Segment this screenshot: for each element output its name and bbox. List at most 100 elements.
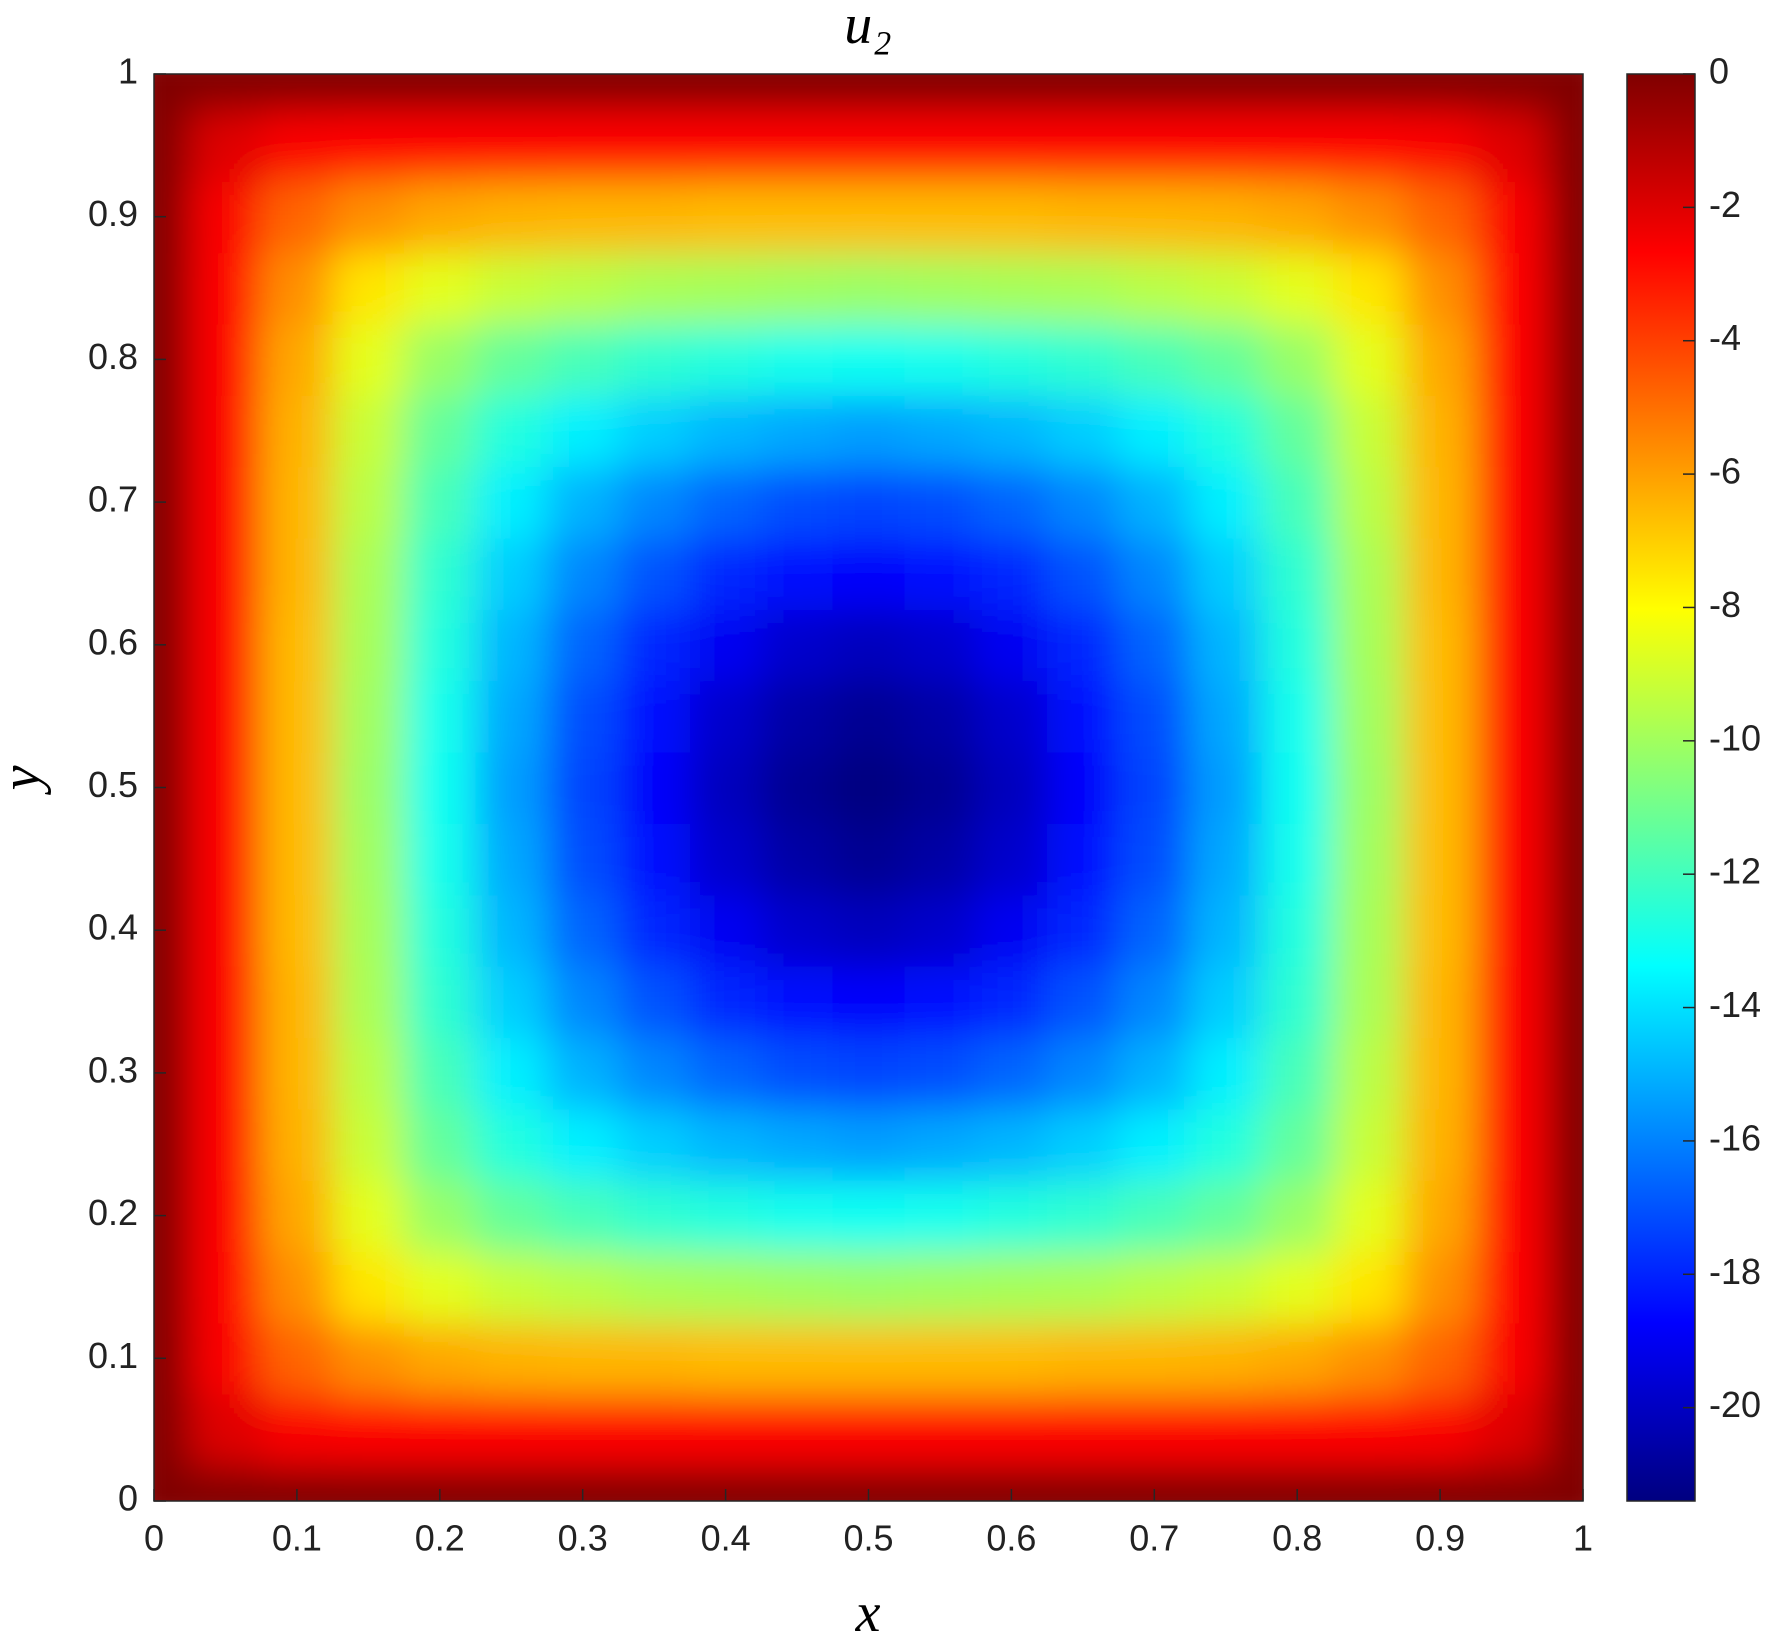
- heat-cell: [761, 751, 834, 824]
- heat-cell: [1547, 323, 1583, 396]
- heat-cell: [404, 1108, 477, 1181]
- heat-cell: [1404, 1037, 1477, 1110]
- heat-cell: [1047, 680, 1120, 753]
- heat-cell: [618, 894, 691, 967]
- heat-cell: [1547, 1322, 1583, 1395]
- heat-cell: [404, 537, 477, 610]
- heat-cell: [761, 323, 834, 396]
- heat-cell: [1047, 1179, 1120, 1253]
- heat-cell: [689, 252, 763, 325]
- heat-cell: [475, 466, 548, 539]
- heat-cell: [404, 74, 477, 111]
- heat-cell: [546, 1037, 620, 1110]
- heat-cell: [1475, 252, 1549, 325]
- heat-cell: [1190, 1037, 1263, 1110]
- heat-cell: [332, 965, 405, 1039]
- heat-cell: [689, 894, 763, 967]
- heat-cell: [904, 1465, 977, 1501]
- heat-cell: [332, 395, 405, 468]
- heat-cell: [1047, 466, 1120, 539]
- heat-cell: [618, 1179, 691, 1253]
- heat-cell: [975, 252, 1048, 325]
- x-tick-label: 0.3: [558, 1518, 608, 1559]
- heat-cell: [261, 1393, 334, 1467]
- heat-cell: [189, 323, 262, 396]
- heat-cell: [154, 1108, 191, 1181]
- heat-cell: [618, 751, 691, 824]
- heat-cell: [1118, 680, 1191, 753]
- heat-cell: [261, 74, 334, 111]
- heat-cell: [975, 1393, 1048, 1467]
- heat-cell: [975, 1251, 1048, 1324]
- heat-cell: [154, 1251, 191, 1324]
- heat-cell: [761, 252, 834, 325]
- heat-cell: [546, 894, 620, 967]
- heat-cell: [1547, 109, 1583, 182]
- heat-cell: [1332, 751, 1406, 824]
- colorbar-tick-label: -4: [1709, 317, 1741, 358]
- heat-cell: [546, 537, 620, 610]
- heat-cell: [975, 181, 1048, 254]
- heat-cell: [1475, 751, 1549, 824]
- heat-cell: [1547, 680, 1583, 753]
- heat-cell: [904, 395, 977, 468]
- heat-cell: [404, 609, 477, 682]
- heat-cell: [189, 181, 262, 254]
- heat-cell: [1404, 537, 1477, 610]
- heat-cell: [475, 1108, 548, 1181]
- heat-cell: [332, 1179, 405, 1253]
- heat-cell: [1118, 751, 1191, 824]
- heat-cell: [1404, 1108, 1477, 1181]
- heat-cell: [1118, 894, 1191, 967]
- heat-cell: [1332, 965, 1406, 1039]
- heat-cell: [404, 1322, 477, 1395]
- x-tick-label: 0.7: [1129, 1518, 1179, 1559]
- heat-cell: [1261, 252, 1334, 325]
- heat-cell: [975, 109, 1048, 182]
- heat-cell: [689, 751, 763, 824]
- heat-cell: [618, 1037, 691, 1110]
- heat-cell: [475, 1179, 548, 1253]
- y-axis-label: y: [0, 765, 52, 795]
- heat-cell: [904, 74, 977, 111]
- chart-title: u₂: [844, 0, 891, 56]
- heat-cell: [189, 751, 262, 824]
- heat-cell: [475, 965, 548, 1039]
- heat-cell: [1475, 823, 1549, 896]
- heat-cell: [618, 181, 691, 254]
- heat-cell: [1475, 609, 1549, 682]
- heat-cell: [832, 181, 906, 254]
- heat-cell: [1475, 109, 1549, 182]
- heat-cell: [546, 680, 620, 753]
- heat-cell: [189, 466, 262, 539]
- heat-cell: [618, 466, 691, 539]
- y-tick-label: 0.5: [88, 764, 138, 805]
- heat-cell: [618, 1322, 691, 1395]
- heat-cell: [832, 1108, 906, 1181]
- heat-cell: [261, 1322, 334, 1395]
- heat-cell: [904, 1108, 977, 1181]
- heat-cell: [1404, 323, 1477, 396]
- heat-cell: [618, 1465, 691, 1501]
- heat-cell: [1047, 1465, 1120, 1501]
- heat-cell: [475, 537, 548, 610]
- heat-cell: [1261, 1393, 1334, 1467]
- heat-cell: [1118, 965, 1191, 1039]
- x-tick-label: 0.1: [272, 1518, 322, 1559]
- heat-cell: [261, 395, 334, 468]
- heat-cell: [332, 1037, 405, 1110]
- colorbar-tick-label: -12: [1709, 851, 1761, 892]
- heat-cell: [1190, 323, 1263, 396]
- colorbar-tick-label: 0: [1709, 51, 1729, 92]
- heat-cell: [404, 395, 477, 468]
- heat-cell: [1118, 609, 1191, 682]
- heat-cell: [189, 1108, 262, 1181]
- heat-cell: [1261, 1037, 1334, 1110]
- y-tick-label: 0.8: [88, 336, 138, 377]
- heat-cell: [1190, 680, 1263, 753]
- heat-cell: [1332, 1037, 1406, 1110]
- heat-cell: [546, 823, 620, 896]
- heat-cell: [1475, 680, 1549, 753]
- heat-cell: [1118, 74, 1191, 111]
- heat-cell: [761, 823, 834, 896]
